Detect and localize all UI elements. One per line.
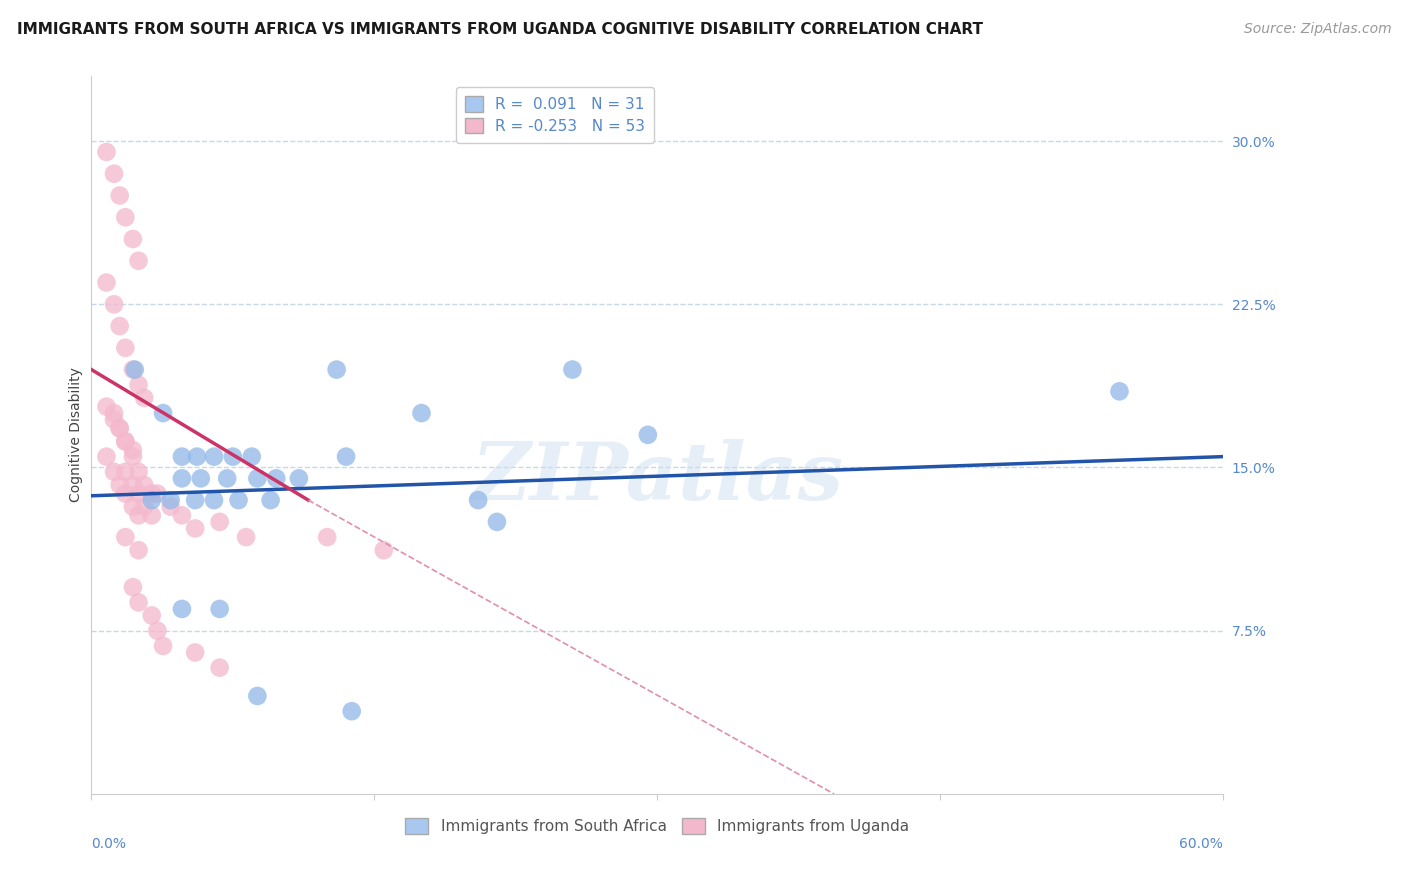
Text: ZIPatlas: ZIPatlas xyxy=(471,439,844,516)
Text: Source: ZipAtlas.com: Source: ZipAtlas.com xyxy=(1244,22,1392,37)
Point xyxy=(141,493,163,508)
Point xyxy=(146,486,169,500)
Point xyxy=(246,471,269,485)
Text: 60.0%: 60.0% xyxy=(1180,837,1223,851)
Point xyxy=(170,450,193,464)
Point xyxy=(114,434,136,449)
Point xyxy=(141,486,163,500)
Point xyxy=(467,493,489,508)
Point xyxy=(128,253,150,268)
Point xyxy=(128,465,150,479)
Point xyxy=(122,580,145,594)
Point xyxy=(1108,384,1130,399)
Point xyxy=(235,530,257,544)
Point xyxy=(114,530,136,544)
Point xyxy=(103,406,125,420)
Point xyxy=(108,478,131,492)
Point xyxy=(103,412,125,426)
Point xyxy=(108,421,131,435)
Point xyxy=(637,427,659,442)
Point xyxy=(208,602,231,616)
Point xyxy=(122,443,145,458)
Point xyxy=(146,624,169,638)
Legend: Immigrants from South Africa, Immigrants from Uganda: Immigrants from South Africa, Immigrants… xyxy=(399,812,915,840)
Point xyxy=(128,486,150,500)
Point xyxy=(335,450,357,464)
Point xyxy=(325,362,347,376)
Point xyxy=(170,471,193,485)
Point xyxy=(141,608,163,623)
Point xyxy=(122,232,145,246)
Point xyxy=(114,211,136,225)
Point xyxy=(222,450,245,464)
Point xyxy=(96,145,118,159)
Point xyxy=(264,471,287,485)
Point xyxy=(152,406,174,420)
Point xyxy=(134,478,156,492)
Point xyxy=(288,471,311,485)
Point xyxy=(103,465,125,479)
Point xyxy=(128,595,150,609)
Point xyxy=(114,341,136,355)
Point xyxy=(108,319,131,334)
Point xyxy=(124,362,146,376)
Point xyxy=(96,276,118,290)
Point xyxy=(186,450,208,464)
Point xyxy=(128,377,150,392)
Text: 0.0%: 0.0% xyxy=(91,837,127,851)
Point xyxy=(108,421,131,435)
Point xyxy=(228,493,250,508)
Point xyxy=(208,661,231,675)
Point xyxy=(134,500,156,514)
Point xyxy=(184,645,207,659)
Point xyxy=(122,362,145,376)
Point xyxy=(122,500,145,514)
Point xyxy=(96,400,118,414)
Point xyxy=(373,543,395,558)
Point xyxy=(208,515,231,529)
Point xyxy=(103,297,125,311)
Point xyxy=(561,362,583,376)
Point xyxy=(152,639,174,653)
Point xyxy=(190,471,212,485)
Point xyxy=(114,434,136,449)
Point xyxy=(202,450,225,464)
Point xyxy=(340,704,363,718)
Point xyxy=(246,689,269,703)
Point xyxy=(122,478,145,492)
Text: IMMIGRANTS FROM SOUTH AFRICA VS IMMIGRANTS FROM UGANDA COGNITIVE DISABILITY CORR: IMMIGRANTS FROM SOUTH AFRICA VS IMMIGRAN… xyxy=(17,22,983,37)
Y-axis label: Cognitive Disability: Cognitive Disability xyxy=(69,368,83,502)
Point xyxy=(184,521,207,535)
Point xyxy=(159,500,181,514)
Point xyxy=(411,406,433,420)
Point xyxy=(240,450,263,464)
Point xyxy=(114,486,136,500)
Point xyxy=(128,508,150,523)
Point xyxy=(217,471,239,485)
Point xyxy=(159,493,181,508)
Point xyxy=(170,508,193,523)
Point xyxy=(108,188,131,202)
Point xyxy=(122,450,145,464)
Point xyxy=(184,493,207,508)
Point xyxy=(114,465,136,479)
Point xyxy=(141,508,163,523)
Point xyxy=(170,602,193,616)
Point xyxy=(259,493,281,508)
Point xyxy=(96,450,118,464)
Point xyxy=(202,493,225,508)
Point xyxy=(128,543,150,558)
Point xyxy=(485,515,508,529)
Point xyxy=(103,167,125,181)
Point xyxy=(134,391,156,405)
Point xyxy=(316,530,339,544)
